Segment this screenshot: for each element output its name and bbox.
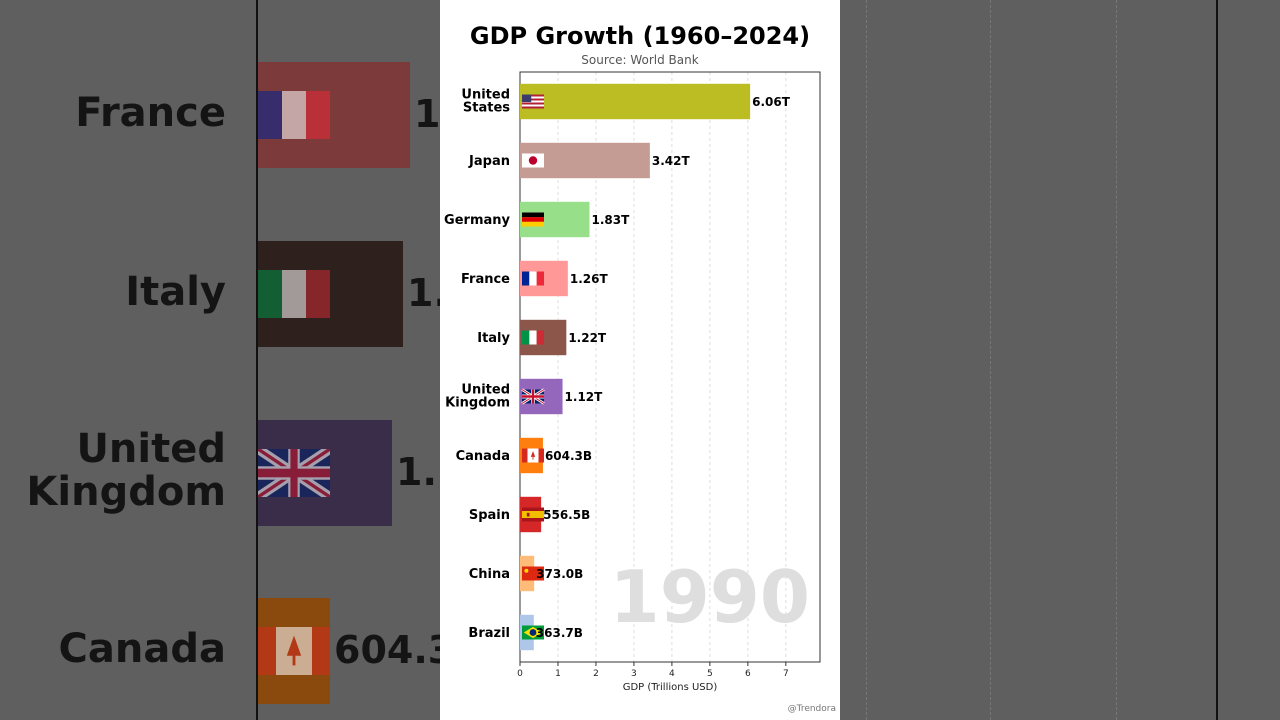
x-tick-label: 5	[707, 669, 713, 679]
flag-icon	[522, 271, 544, 286]
background-value-label: 1	[414, 92, 440, 136]
background-value-label: 1.	[396, 450, 437, 494]
flag-icon	[522, 507, 544, 522]
chart-title: GDP Growth (1960–2024)	[469, 22, 811, 50]
value-label: 6.06T	[752, 95, 791, 109]
category-label: Italy	[477, 331, 510, 346]
background-label: France	[75, 90, 226, 136]
background-left-panel: France 1 Italy 1. United Kingdom 1. Canada 604.…	[0, 0, 440, 720]
background-flag-icon	[258, 91, 330, 139]
x-axis-label: GDP (Trillions USD)	[623, 682, 718, 693]
x-tick-label: 7	[783, 669, 789, 679]
value-label: 1.83T	[591, 213, 630, 227]
x-tick-label: 4	[669, 669, 675, 679]
x-tick-label: 0	[517, 669, 523, 679]
x-tick-label: 1	[555, 669, 561, 679]
value-label: 556.5B	[543, 508, 590, 522]
watermark: @Trendora	[787, 704, 836, 714]
category-label: United States	[461, 88, 510, 116]
background-right-panel	[840, 0, 1280, 720]
flag-icon	[522, 212, 544, 227]
flag-icon	[521, 388, 545, 405]
x-tick-label: 2	[593, 669, 599, 679]
flag-icon	[522, 94, 544, 109]
value-label: 604.3B	[545, 449, 592, 463]
background-value-label: 1.	[407, 271, 440, 315]
background-axis-line	[1216, 0, 1218, 720]
value-label: 3.42T	[652, 154, 691, 168]
background-flag-icon	[258, 449, 330, 497]
category-label: United Kingdom	[445, 383, 510, 411]
category-label: Germany	[444, 213, 510, 228]
flag-icon	[522, 566, 544, 581]
background-flag-icon	[258, 627, 330, 675]
plot-frame	[519, 71, 821, 663]
category-label: Japan	[468, 154, 510, 169]
value-label: 1.12T	[565, 390, 604, 404]
value-label: 1.26T	[570, 272, 609, 286]
value-label: 363.7B	[536, 626, 583, 640]
x-tick-label: 6	[745, 669, 751, 679]
bar	[520, 83, 751, 120]
flag-icon	[522, 448, 544, 463]
background-grid-line	[866, 0, 868, 720]
flag-icon	[522, 153, 544, 168]
background-label: Canada	[58, 626, 226, 672]
background-axis-line	[256, 0, 258, 720]
background-value-label: 604.3	[334, 628, 440, 672]
background-grid-line	[1116, 0, 1118, 720]
category-label: Brazil	[468, 626, 510, 641]
x-tick-label: 3	[631, 669, 637, 679]
category-label: Canada	[456, 449, 510, 464]
chart-subtitle: Source: World Bank	[581, 53, 699, 67]
category-label: China	[469, 567, 510, 582]
background-grid-line	[990, 0, 992, 720]
value-label: 1.22T	[568, 331, 607, 345]
background-flag-icon	[258, 270, 330, 318]
background-label: United Kingdom	[26, 426, 226, 515]
background-label: Italy	[125, 269, 226, 315]
flag-icon	[522, 625, 544, 640]
category-label: France	[461, 272, 510, 287]
category-label: Spain	[469, 508, 510, 523]
chart-card: GDP Growth (1960–2024) Source: World Ban…	[440, 0, 840, 720]
flag-icon	[522, 330, 544, 345]
value-label: 373.0B	[536, 567, 583, 581]
